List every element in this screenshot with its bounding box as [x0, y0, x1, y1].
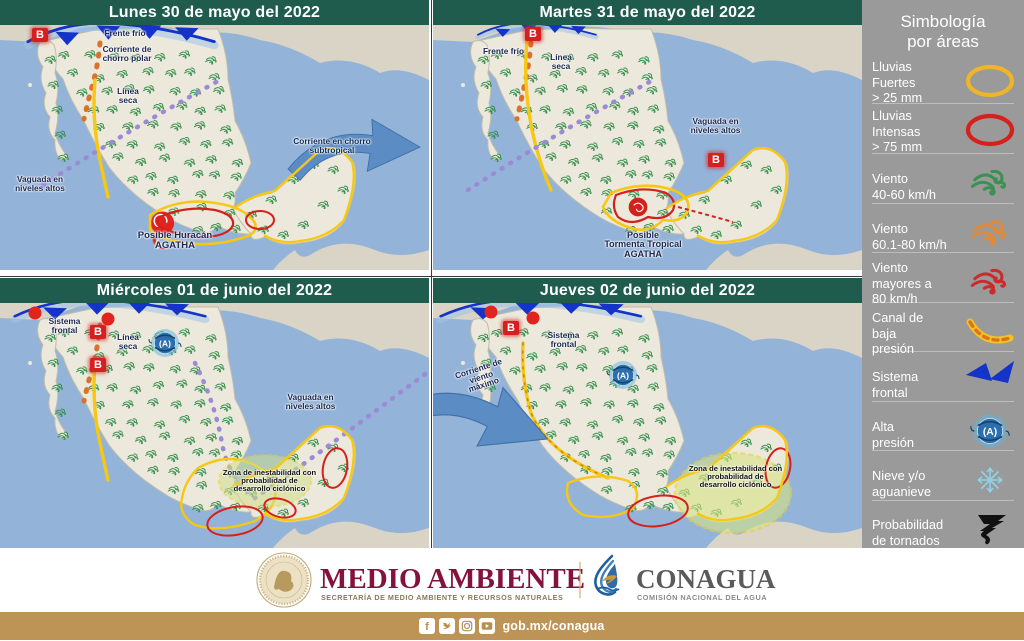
svg-text:COMISIÓN NACIONAL DEL AGUA: COMISIÓN NACIONAL DEL AGUA: [637, 593, 767, 602]
svg-text:CONAGUA: CONAGUA: [636, 564, 776, 594]
svg-text:f: f: [426, 621, 430, 633]
svg-text:SECRETARÍA DE MEDIO AMBIENTE Y: SECRETARÍA DE MEDIO AMBIENTE Y RECURSOS …: [321, 593, 563, 602]
svg-text:MEDIO AMBIENTE: MEDIO AMBIENTE: [320, 563, 585, 595]
